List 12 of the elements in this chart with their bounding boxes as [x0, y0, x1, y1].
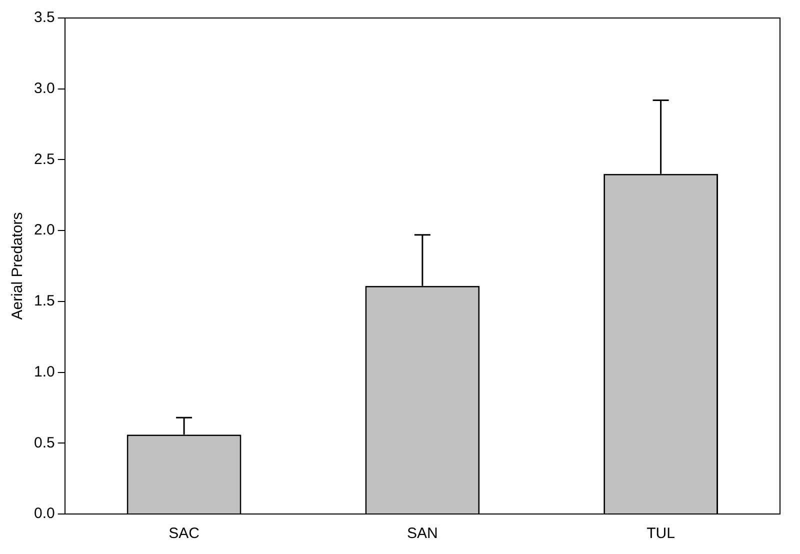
x-tick-label: SAC	[168, 525, 200, 542]
x-tick-label: SAN	[407, 525, 438, 542]
y-tick-label: 0.0	[34, 505, 55, 522]
y-tick-label: 3.5	[34, 9, 55, 26]
y-tick-label: 2.5	[34, 150, 55, 168]
y-tick-label: 0.5	[34, 434, 55, 452]
y-tick-label: 2.0	[34, 222, 55, 239]
y-axis-title: Aerial Predators	[9, 212, 26, 320]
x-tick-label: TUL	[646, 525, 675, 542]
y-tick-label: 1.5	[34, 292, 55, 310]
y-tick-label: 1.0	[34, 363, 55, 380]
y-tick-label: 3.0	[34, 80, 55, 97]
